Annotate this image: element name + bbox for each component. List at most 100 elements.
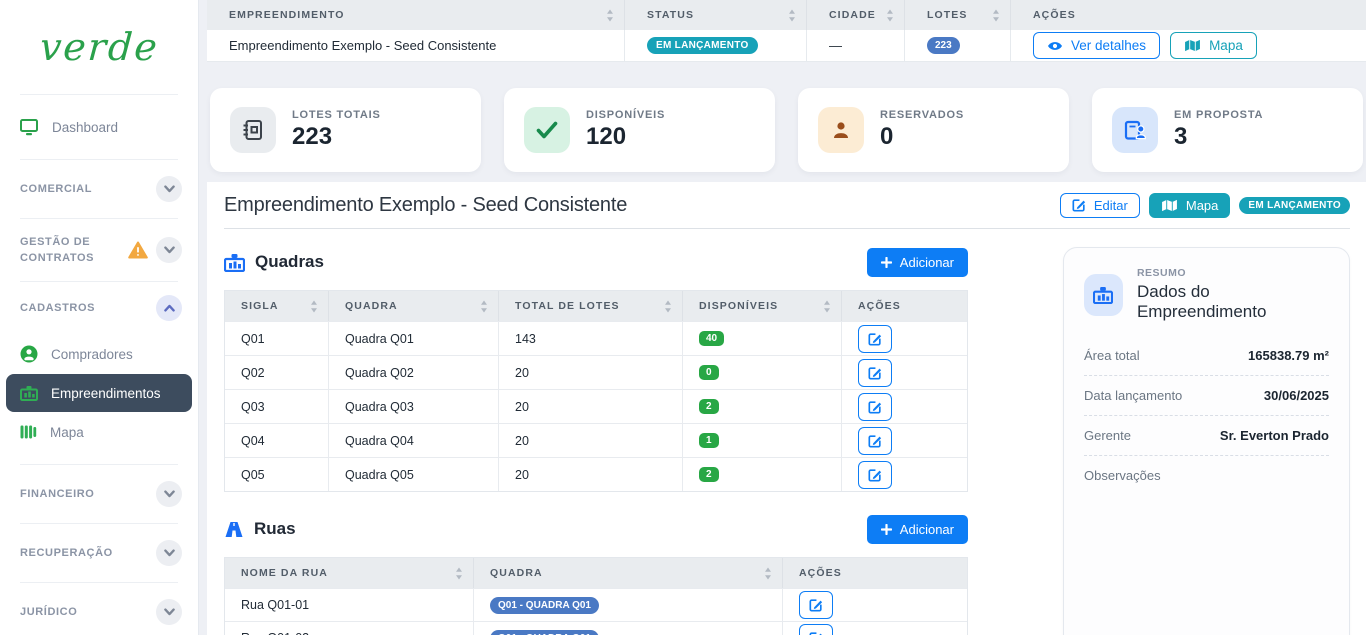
resumo-header: RESUMO Dados do Empreendimento	[1084, 267, 1329, 322]
divider	[20, 94, 178, 95]
sidebar-group-gestao-contratos[interactable]: GESTÃO DE CONTRATOS	[0, 219, 198, 281]
divider	[20, 218, 178, 219]
sidebar-item-mapa[interactable]: Mapa	[6, 413, 192, 451]
edit-quadra-button[interactable]	[858, 426, 892, 455]
disponiveis-badge: 40	[699, 331, 725, 346]
column-header-quadra[interactable]: QUADRA	[329, 291, 499, 321]
cell-sigla: Q03	[225, 389, 329, 423]
sidebar-group-recuperacao[interactable]: RECUPERAÇÃO	[0, 524, 198, 582]
group-label: CADASTROS	[20, 301, 96, 314]
sort-icon[interactable]	[664, 300, 672, 313]
column-header-acoes: AÇÕES	[783, 558, 967, 588]
divider	[20, 464, 178, 465]
cell-acoes	[783, 621, 967, 635]
resumo-field-observacoes: Observações	[1084, 468, 1161, 483]
sort-icon[interactable]	[788, 9, 796, 22]
sort-icon[interactable]	[480, 300, 488, 313]
resumo-card: RESUMO Dados do Empreendimento Área tota…	[1063, 247, 1350, 635]
chevron-down-icon[interactable]	[156, 237, 182, 263]
table-cell-cidade: —	[807, 30, 905, 62]
cell-quadra: Quadra Q03	[329, 389, 499, 423]
chevron-down-icon[interactable]	[156, 176, 182, 202]
stat-card-lotes-totais: LOTES TOTAIS 223	[210, 88, 481, 172]
edit-quadra-button[interactable]	[858, 392, 892, 421]
adicionar-quadra-button[interactable]: Adicionar	[866, 247, 968, 277]
chevron-up-icon[interactable]	[156, 295, 182, 321]
cell-quadra: Quadra Q01	[329, 321, 499, 355]
sort-icon[interactable]	[992, 9, 1000, 22]
tables-column: Quadras Adicionar SIGLA QUADRA	[224, 247, 968, 635]
column-header-quadra[interactable]: QUADRA	[474, 558, 783, 588]
chevron-down-icon[interactable]	[156, 481, 182, 507]
monitor-icon	[20, 118, 38, 136]
sidebar-item-label: Empreendimentos	[51, 385, 161, 401]
sort-icon[interactable]	[606, 9, 614, 22]
edit-quadra-button[interactable]	[858, 324, 892, 353]
group-label: RECUPERAÇÃO	[20, 546, 113, 559]
sidebar-group-cadastros[interactable]: CADASTROS	[0, 282, 198, 334]
cell-acoes	[842, 389, 967, 423]
editar-button[interactable]: Editar	[1059, 192, 1140, 218]
edit-rua-button[interactable]	[799, 624, 833, 635]
sidebar-item-empreendimentos[interactable]: Empreendimentos	[6, 374, 192, 412]
column-header-nome-da-rua[interactable]: NOME DA RUA	[225, 558, 474, 588]
column-header-lotes[interactable]: LOTES	[905, 0, 1011, 30]
column-header-cidade[interactable]: CIDADE	[807, 0, 905, 30]
column-header-acoes: AÇÕES	[842, 291, 967, 321]
group-label: FINANCEIRO	[20, 487, 95, 500]
stat-value: 223	[292, 123, 333, 150]
resumo-field-area-total: Área total 165838.79 m²	[1084, 336, 1329, 376]
sidebar-group-comercial[interactable]: COMERCIAL	[0, 160, 198, 218]
eye-icon	[1047, 40, 1063, 52]
column-header-sigla[interactable]: SIGLA	[225, 291, 329, 321]
cell-acoes	[842, 321, 967, 355]
sort-icon[interactable]	[886, 9, 894, 22]
sort-icon[interactable]	[310, 300, 318, 313]
stat-card-em-proposta: EM PROPOSTA 3	[1092, 88, 1363, 172]
divider	[20, 582, 178, 583]
logo-text: verde	[37, 25, 161, 69]
stat-card-reservados: RESERVADOS 0	[798, 88, 1069, 172]
detail-panel: Empreendimento Exemplo - Seed Consistent…	[207, 182, 1366, 635]
adicionar-rua-button[interactable]: Adicionar	[866, 514, 968, 544]
column-header-empreendimento[interactable]: EMPREENDIMENTO	[207, 0, 625, 30]
disponiveis-badge: 2	[699, 399, 719, 414]
cell-disponiveis: 1	[683, 423, 842, 457]
check-icon	[524, 107, 570, 153]
chevron-down-icon[interactable]	[156, 540, 182, 566]
mapa-button[interactable]: Mapa	[1148, 192, 1231, 218]
cell-acoes	[842, 457, 967, 491]
sort-icon[interactable]	[823, 300, 831, 313]
sidebar-group-juridico[interactable]: JURÍDICO	[0, 583, 198, 635]
chevron-down-icon[interactable]	[156, 599, 182, 625]
map-icon	[1161, 199, 1178, 212]
edit-quadra-button[interactable]	[858, 358, 892, 387]
column-header-disponiveis[interactable]: DISPONÍVEIS	[683, 291, 842, 321]
cell-acoes	[783, 588, 967, 621]
lotes-count-badge: 223	[927, 37, 960, 54]
edit-rua-button[interactable]	[799, 591, 833, 619]
sidebar-group-financeiro[interactable]: FINANCEIRO	[0, 465, 198, 523]
quadra-badge: Q01 - QUADRA Q01	[490, 629, 599, 635]
disponiveis-badge: 0	[699, 365, 719, 380]
ruas-section-header: Ruas Adicionar	[224, 514, 968, 544]
edit-quadra-button[interactable]	[858, 460, 892, 489]
cell-disponiveis: 40	[683, 321, 842, 355]
column-header-status[interactable]: STATUS	[625, 0, 807, 30]
mapa-button[interactable]: Mapa	[1170, 32, 1257, 59]
warning-icon	[128, 241, 148, 259]
sidebar-item-compradores[interactable]: Compradores	[6, 335, 192, 373]
road-icon	[224, 521, 244, 538]
cell-sigla: Q02	[225, 355, 329, 389]
map-bars-icon	[20, 424, 37, 440]
divider	[20, 523, 178, 524]
sidebar-item-dashboard[interactable]: Dashboard	[0, 95, 198, 159]
plus-icon	[880, 523, 892, 535]
sort-icon[interactable]	[764, 567, 772, 580]
ver-detalhes-button[interactable]: Ver detalhes	[1033, 32, 1161, 59]
column-header-total-de-lotes[interactable]: TOTAL DE LOTES	[499, 291, 683, 321]
stat-label: DISPONÍVEIS	[586, 109, 666, 121]
sort-icon[interactable]	[455, 567, 463, 580]
cell-disponiveis: 0	[683, 355, 842, 389]
detail-header: Empreendimento Exemplo - Seed Consistent…	[224, 182, 1350, 229]
